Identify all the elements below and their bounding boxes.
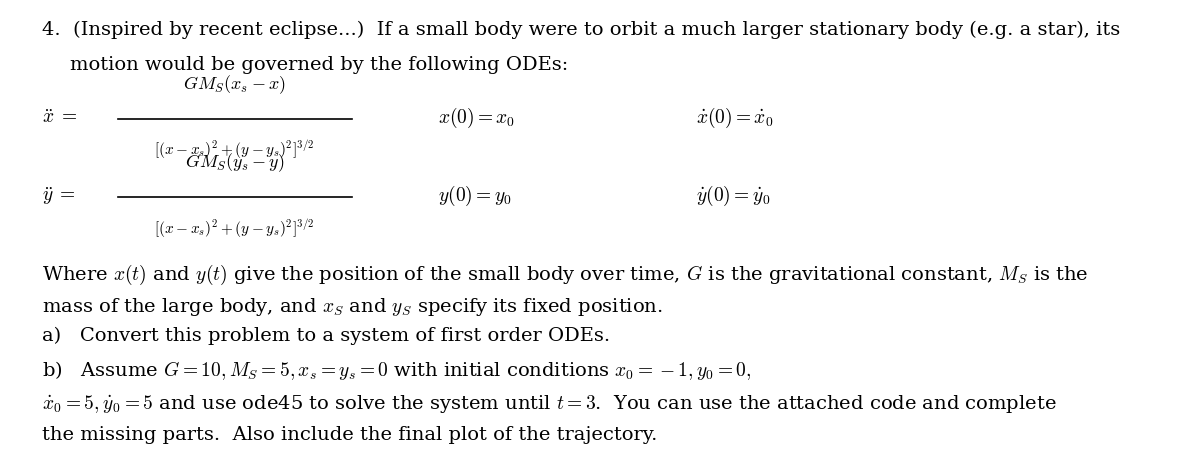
Text: $\ddot{y}\; =$: $\ddot{y}\; =$ [42, 186, 76, 207]
Text: 4.  (Inspired by recent eclipse...)  If a small body were to orbit a much larger: 4. (Inspired by recent eclipse...) If a … [42, 21, 1121, 39]
Text: $y(0) = y_0$: $y(0) = y_0$ [438, 184, 512, 208]
Text: $GM_S(x_s-x)$: $GM_S(x_s-x)$ [184, 73, 286, 96]
Text: a)   Convert this problem to a system of first order ODEs.: a) Convert this problem to a system of f… [42, 327, 610, 346]
Text: $\dot{x}(0) = \dot{x}_0$: $\dot{x}(0) = \dot{x}_0$ [696, 106, 774, 130]
Text: $\dot{y}(0) = \dot{y}_0$: $\dot{y}(0) = \dot{y}_0$ [696, 184, 770, 208]
Text: motion would be governed by the following ODEs:: motion would be governed by the followin… [70, 56, 568, 74]
Text: $\ddot{x}\; =$: $\ddot{x}\; =$ [42, 109, 77, 127]
Text: $[(x-x_s)^2+(y-y_s)^2]^{3/2}$: $[(x-x_s)^2+(y-y_s)^2]^{3/2}$ [155, 217, 314, 240]
Text: $GM_S(y_s-y)$: $GM_S(y_s-y)$ [185, 152, 284, 174]
Text: the missing parts.  Also include the final plot of the trajectory.: the missing parts. Also include the fina… [42, 426, 658, 444]
Text: mass of the large body, and $x_S$ and $y_S$ specify its fixed position.: mass of the large body, and $x_S$ and $y… [42, 296, 662, 318]
Text: b)   Assume $G = 10, M_S = 5, x_s = y_s = 0$ with initial conditions $x_0 = -1, : b) Assume $G = 10, M_S = 5, x_s = y_s = … [42, 359, 751, 383]
Text: Where $x(t)$ and $y(t)$ give the position of the small body over time, $G$ is th: Where $x(t)$ and $y(t)$ give the positio… [42, 262, 1088, 286]
Text: $[(x-x_s)^2+(y-y_s)^2]^{3/2}$: $[(x-x_s)^2+(y-y_s)^2]^{3/2}$ [155, 139, 314, 161]
Text: $x(0) = x_0$: $x(0) = x_0$ [438, 106, 515, 130]
Text: $\dot{x}_0 = 5, \dot{y}_0 = 5$ and use ode45 to solve the system until $t = 3$. : $\dot{x}_0 = 5, \dot{y}_0 = 5$ and use o… [42, 393, 1057, 415]
